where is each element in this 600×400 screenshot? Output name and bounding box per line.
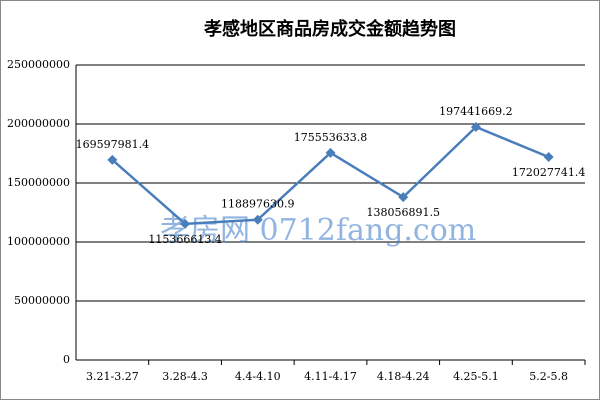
y-tick-label: 100000000 bbox=[7, 235, 70, 248]
data-label: 169597981.4 bbox=[76, 138, 149, 151]
y-tick-label: 50000000 bbox=[14, 294, 70, 307]
x-tick-label: 4.18-4.24 bbox=[377, 370, 430, 383]
x-tick-label: 4.4-4.10 bbox=[235, 370, 281, 383]
y-tick-label: 250000000 bbox=[7, 58, 70, 71]
data-label: 175553633.8 bbox=[294, 131, 367, 144]
data-label: 118897630.9 bbox=[221, 198, 294, 211]
x-tick-label: 3.21-3.27 bbox=[86, 370, 139, 383]
data-label: 115366613.4 bbox=[148, 233, 221, 246]
x-tick-label: 5.2-5.8 bbox=[529, 370, 568, 383]
x-tick-label: 4.25-5.1 bbox=[453, 370, 499, 383]
x-tick-label: 4.11-4.17 bbox=[304, 370, 357, 383]
data-label: 138056891.5 bbox=[366, 206, 439, 219]
marker bbox=[398, 192, 409, 203]
y-tick-label: 200000000 bbox=[7, 117, 70, 130]
marker bbox=[470, 122, 481, 133]
y-tick-label: 0 bbox=[63, 353, 70, 366]
marker bbox=[543, 152, 554, 163]
data-label: 172027741.4 bbox=[512, 166, 585, 179]
marker bbox=[180, 218, 191, 229]
marker bbox=[325, 147, 336, 158]
data-label: 197441669.2 bbox=[439, 105, 512, 118]
chart-title: 孝感地区商品房成交金额趋势图 bbox=[203, 18, 456, 40]
marker bbox=[252, 214, 263, 225]
x-tick-label: 3.28-4.3 bbox=[162, 370, 208, 383]
watermark: 孝房网 0712fang.com bbox=[160, 213, 476, 248]
y-tick-label: 150000000 bbox=[7, 176, 70, 189]
marker bbox=[107, 154, 118, 165]
